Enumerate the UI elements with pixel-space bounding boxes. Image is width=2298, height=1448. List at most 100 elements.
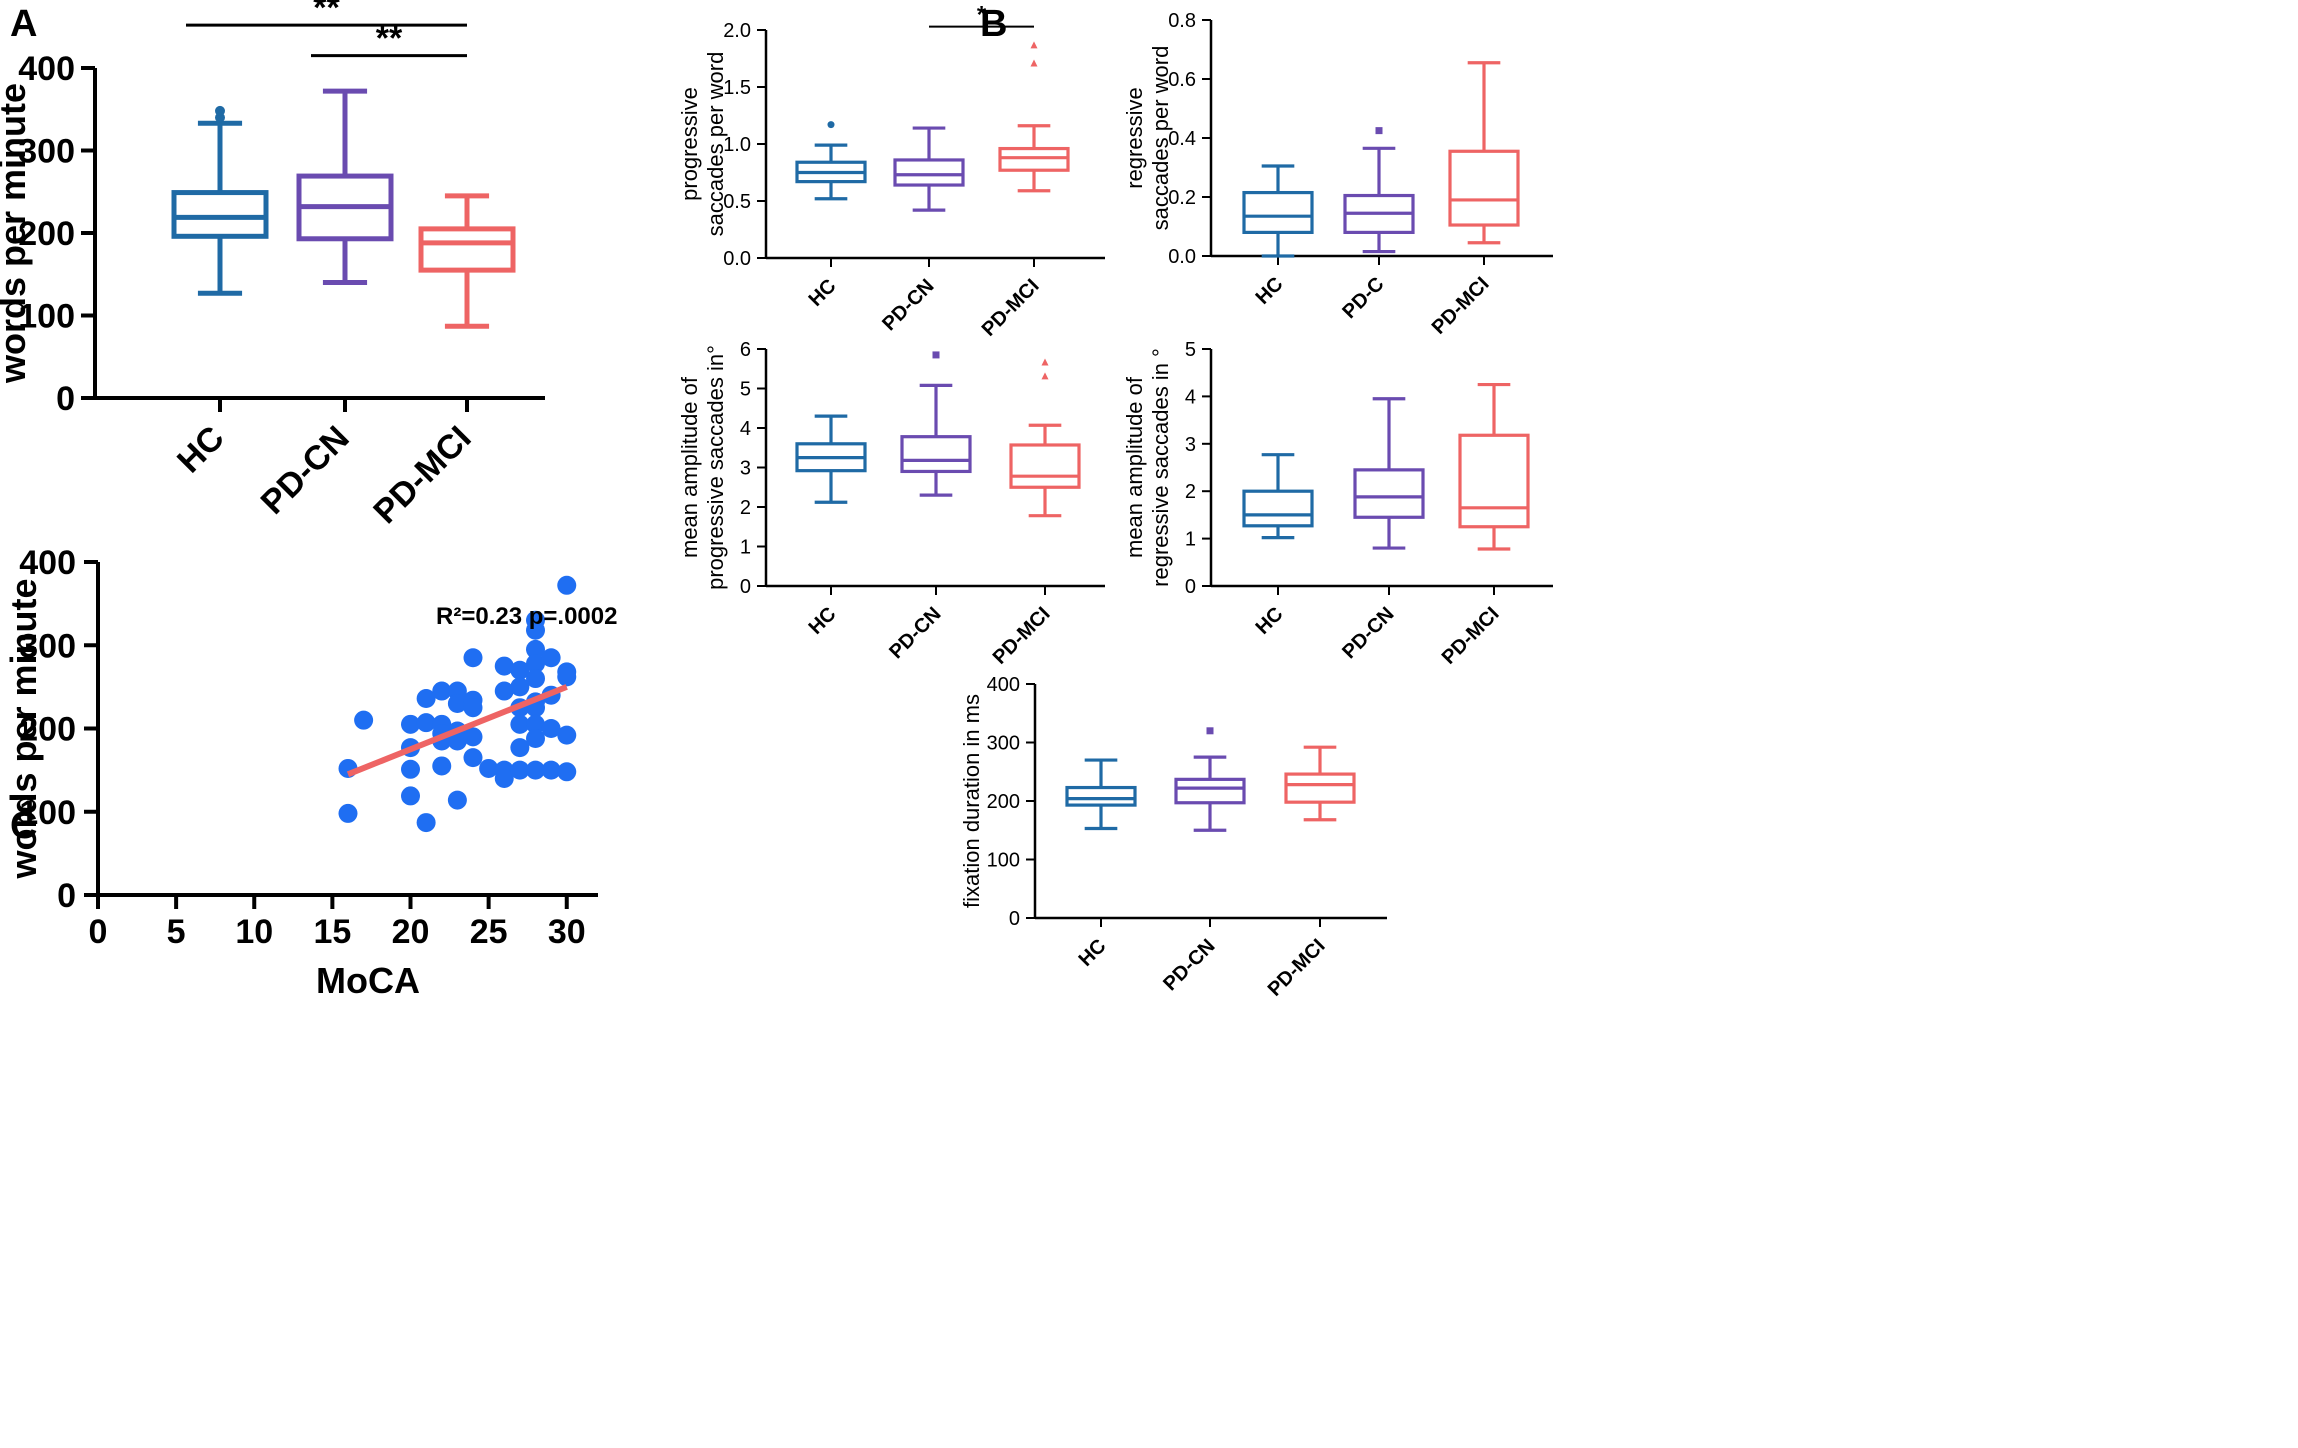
y-tick-label: 0.5 — [723, 191, 751, 213]
outlier-point — [1041, 358, 1049, 366]
box-iqr — [1353, 468, 1425, 519]
box-iqr — [418, 226, 516, 273]
significance-label: ** — [313, 0, 340, 27]
y-axis-label-line: fixation duration in ms — [959, 694, 984, 908]
y-tick-label: 0.4 — [1168, 128, 1196, 150]
y-tick-label: 400 — [19, 544, 76, 582]
scatter-point — [526, 760, 545, 780]
y-tick-label: 200 — [987, 791, 1020, 813]
box-pd-c — [1343, 127, 1415, 254]
x-tick-label-pd-mci: PD-MCI — [978, 275, 1044, 341]
scatter-point — [479, 758, 499, 778]
x-tick-label: 20 — [392, 913, 430, 951]
y-tick-label: 0.8 — [1168, 10, 1196, 32]
y-axis-label-line: regressive saccades in ° — [1148, 348, 1173, 587]
chart-b2: 0.0 0.2 0.4 0.6 0.8 HC PD-C PD-MCI regressivesac… — [1122, 10, 1553, 339]
scatter-point — [526, 639, 545, 659]
chart-b5: 0 100 200 300 400 HC PD-CN PD-MCI fixation durat… — [959, 674, 1387, 1001]
x-tick-label-hc: HC — [170, 419, 232, 481]
y-tick-label: 4 — [1185, 386, 1196, 408]
scatter-point — [557, 725, 577, 745]
box-iqr — [1458, 433, 1530, 529]
scatter-point — [416, 689, 436, 709]
box-pd-cn — [900, 351, 972, 497]
y-tick-label: 2 — [1185, 481, 1196, 503]
scatter-point — [557, 762, 577, 782]
y-tick-label: 6 — [740, 339, 751, 361]
y-tick-label: 300 — [19, 627, 76, 665]
y-axis-label: words per minute — [3, 578, 44, 879]
y-tick-label: 3 — [1185, 434, 1196, 456]
box-iqr — [1448, 149, 1520, 227]
y-tick-label: 300 — [987, 733, 1020, 755]
stats-annotation: R²=0.23 p=.0002 — [436, 603, 617, 630]
scatter-point — [354, 710, 374, 730]
scatter-point — [510, 738, 530, 758]
box-pd-mci — [998, 41, 1070, 193]
x-tick-label-pd-c: PD-C — [1338, 273, 1388, 323]
scatter-point — [416, 813, 436, 833]
scatter-point — [401, 786, 420, 806]
box-iqr — [1242, 190, 1314, 234]
scatter-point — [526, 654, 545, 674]
scatter-point — [526, 714, 545, 734]
scatter-point — [432, 681, 452, 701]
scatter-point — [432, 756, 452, 776]
y-tick-label: 0.0 — [723, 248, 751, 270]
y-tick-label: 5 — [1185, 339, 1196, 361]
x-tick-label-pd-mci: PD-MCI — [1438, 603, 1504, 669]
y-axis-label-line: words per minute — [0, 83, 33, 384]
chart-c: 0 100 200 300 400 0 5 10 15 20 25 30 MoCA words per m… — [3, 544, 617, 1001]
x-tick-label-pd-mci: PD-MCI — [1264, 935, 1330, 1001]
y-tick-label: 0 — [1185, 576, 1196, 598]
x-tick-label-pd-mci: PD-MCI — [989, 603, 1055, 669]
scatter-point — [494, 768, 514, 788]
y-tick-label: 0.0 — [1168, 246, 1196, 268]
chart-b3: 0 1 2 3 4 5 6 HC PD-CN PD-MCI mean amplitude ofpro… — [677, 339, 1105, 669]
x-tick-label-pd-cn: PD-CN — [885, 603, 945, 663]
x-tick-label: 0 — [89, 913, 108, 951]
y-tick-label: 0.6 — [1168, 69, 1196, 91]
scatter-point — [526, 620, 545, 640]
scatter-point — [447, 790, 467, 810]
outlier-point — [1030, 41, 1038, 49]
scatter-point — [510, 760, 530, 780]
scatter-point — [541, 760, 561, 780]
scatter-point — [463, 748, 483, 768]
box-iqr — [998, 146, 1070, 172]
y-tick-label: 100 — [18, 297, 75, 335]
y-axis-label-line: regressive — [1122, 87, 1147, 188]
scatter-point — [416, 713, 436, 733]
box-iqr — [1242, 489, 1314, 528]
chart-b1: 0.0 0.5 1.0 1.5 2.0 HC PD-CN PD-MCI progressives… — [677, 2, 1105, 341]
y-tick-label: 0 — [1009, 908, 1020, 930]
scatter-point — [557, 667, 577, 687]
outlier-point — [1375, 127, 1383, 135]
box-pd-mci — [1448, 61, 1520, 245]
panel-label-b: B — [980, 3, 1007, 45]
x-tick-label-pd-cn: PD-CN — [1338, 603, 1398, 663]
box-iqr — [171, 190, 269, 239]
scatter-point — [526, 728, 545, 748]
x-tick-label-hc: HC — [1252, 273, 1288, 309]
y-tick-label: 300 — [18, 132, 75, 170]
scatter-point — [510, 714, 530, 734]
outlier-point — [1041, 372, 1049, 380]
x-tick-label-pd-cn: PD-CN — [254, 419, 357, 522]
y-tick-label: 100 — [987, 850, 1020, 872]
box-pd-mci — [418, 193, 516, 329]
y-tick-label: 400 — [987, 674, 1020, 696]
outlier-point — [1030, 59, 1038, 67]
y-axis-label-line: mean amplitude of — [1122, 376, 1147, 558]
x-tick-label-hc: HC — [805, 603, 841, 639]
box-pd-mci — [1284, 745, 1356, 822]
y-tick-label: 200 — [18, 215, 75, 253]
y-tick-label: 100 — [19, 794, 76, 832]
scatter-point — [541, 648, 561, 668]
outlier-point — [827, 121, 835, 129]
y-tick-label: 3 — [740, 458, 751, 480]
y-tick-label: 2 — [740, 497, 751, 519]
scatter-point — [510, 660, 530, 680]
box-pd-cn — [296, 88, 394, 285]
